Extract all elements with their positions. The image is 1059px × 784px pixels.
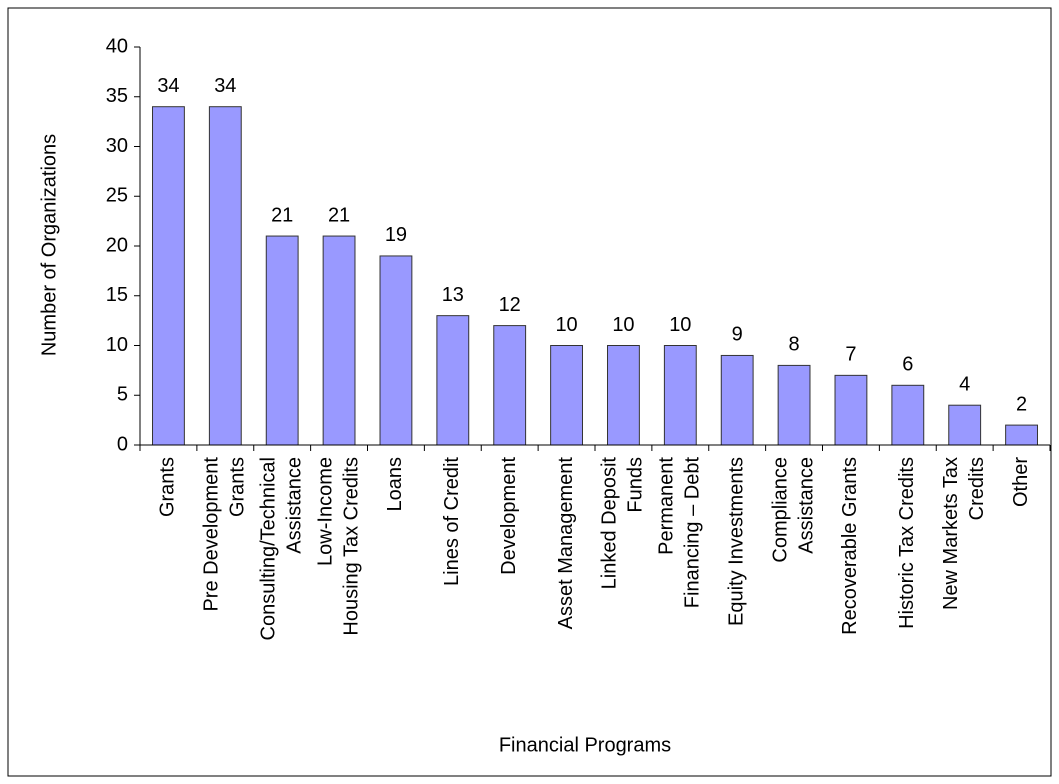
bar [607, 345, 640, 446]
data-label: 6 [902, 354, 913, 376]
bar [379, 255, 413, 446]
y-tick-label: 30 [106, 135, 128, 157]
x-tick-label: Consulting/Technical [257, 457, 279, 640]
bar [550, 345, 583, 446]
data-label: 10 [612, 314, 634, 336]
data-label: 21 [271, 204, 293, 226]
bar [663, 345, 697, 446]
bar [208, 106, 242, 446]
bar [948, 404, 982, 446]
bar [1005, 424, 1038, 446]
x-tick-label: Lines of Credit [441, 457, 463, 586]
data-label: 34 [157, 75, 179, 97]
x-tick-label: Asset Management [555, 457, 577, 630]
x-tick-label: New Markets Tax [940, 457, 962, 610]
x-tick-label: Housing Tax Credits [340, 457, 362, 636]
y-axis-title: Number of Organizations [38, 134, 60, 356]
x-tick-label: Financing – Debt [682, 457, 704, 609]
y-tick-label: 35 [106, 85, 128, 107]
x-tick-label: Credits [966, 457, 988, 520]
x-tick-label: Grants [227, 457, 249, 517]
x-tick-label: Other [1010, 457, 1032, 507]
data-label: 4 [959, 373, 970, 395]
chart-frame [7, 7, 1052, 777]
bar [777, 364, 811, 446]
data-label: 9 [732, 324, 743, 346]
data-label: 19 [385, 224, 407, 246]
data-label: 34 [214, 75, 236, 97]
data-label: 21 [328, 204, 350, 226]
x-tick-label: Permanent [656, 457, 678, 555]
x-tick-label: Pre Development [201, 457, 223, 612]
data-label: 10 [555, 314, 577, 336]
bar [152, 106, 185, 446]
x-tick-label: Grants [157, 457, 179, 517]
bar [493, 325, 527, 446]
bar [720, 354, 754, 446]
x-tick-label: Assistance [795, 457, 817, 554]
x-tick-label: Funds [625, 457, 647, 513]
data-label: 8 [789, 334, 800, 356]
y-tick-label: 15 [106, 284, 128, 306]
bar [265, 235, 299, 446]
y-tick-label: 25 [106, 185, 128, 207]
x-tick-label: Loans [384, 457, 406, 512]
data-label: 10 [669, 314, 691, 336]
data-label: 13 [442, 284, 464, 306]
x-tick-label: Linked Deposit [599, 457, 621, 590]
x-tick-label: Low-Income [314, 457, 336, 566]
x-tick-label: Recoverable Grants [839, 457, 861, 635]
x-tick-label: Development [498, 457, 520, 575]
data-label: 7 [845, 344, 856, 366]
y-tick-label: 20 [106, 234, 128, 256]
bar [834, 374, 868, 446]
bar [891, 384, 925, 446]
data-label: 12 [499, 294, 521, 316]
x-tick-label: Assistance [283, 457, 305, 554]
x-axis-title: Financial Programs [499, 734, 671, 756]
x-tick-label: Historic Tax Credits [896, 457, 918, 629]
x-tick-label: Equity Investments [725, 457, 747, 626]
y-tick-label: 0 [117, 433, 128, 455]
x-tick-label: Compliance [769, 457, 791, 563]
y-tick-label: 40 [106, 35, 128, 57]
bar [322, 235, 356, 446]
y-tick-label: 10 [106, 334, 128, 356]
data-label: 2 [1016, 393, 1027, 415]
bar [436, 315, 470, 446]
y-tick-label: 5 [117, 384, 128, 406]
